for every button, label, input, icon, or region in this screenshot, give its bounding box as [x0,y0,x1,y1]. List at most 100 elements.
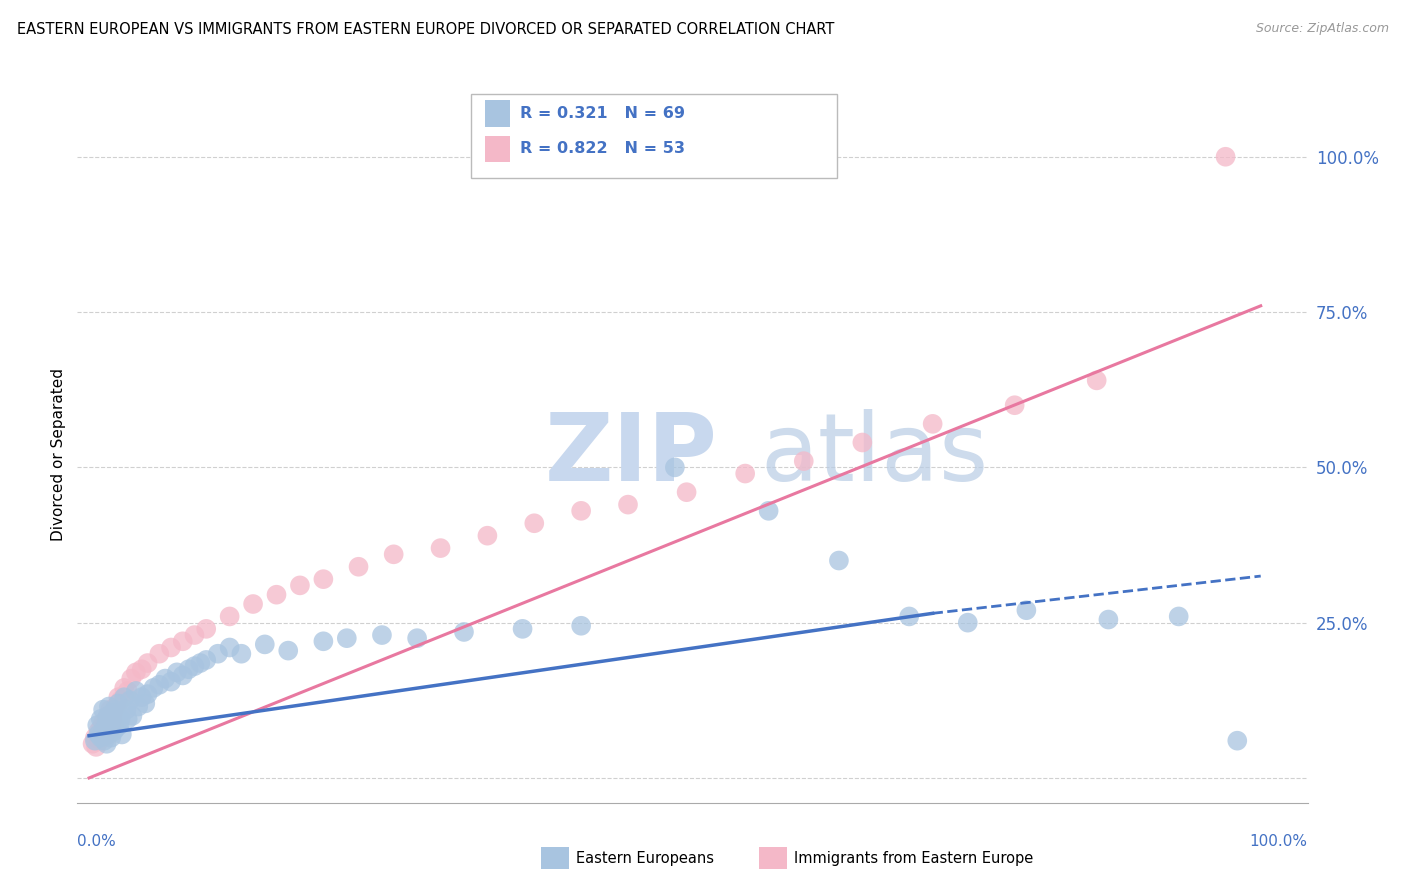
Point [86,718,108,732]
Point [110,712,132,726]
Point [177,662,200,676]
Point [97,708,120,723]
Point [134,697,156,711]
Point [131,662,153,676]
Point [569,504,592,518]
Point [115,703,138,717]
Point [218,609,240,624]
Text: ZIP: ZIP [546,409,717,501]
Point [136,656,159,670]
Point [382,547,405,561]
Point [828,553,851,567]
Point [108,718,131,732]
Point [347,559,370,574]
Point [160,674,183,689]
Point [277,643,299,657]
Point [1015,603,1038,617]
Point [242,597,264,611]
Point [125,684,148,698]
Point [142,681,165,695]
Point [96,737,118,751]
Point [98,721,121,735]
Point [105,708,128,723]
Point [97,708,120,723]
Text: Eastern Europeans: Eastern Europeans [576,851,714,865]
Point [84,731,107,745]
Point [104,718,127,732]
Point [166,665,188,680]
Point [98,699,120,714]
Point [94,718,117,732]
Point [103,724,125,739]
Point [1097,613,1119,627]
Point [312,634,335,648]
Point [98,703,121,717]
Point [218,640,240,655]
Text: EASTERN EUROPEAN VS IMMIGRANTS FROM EASTERN EUROPE DIVORCED OR SEPARATED CORRELA: EASTERN EUROPEAN VS IMMIGRANTS FROM EAST… [17,22,834,37]
Point [120,693,141,707]
Point [371,628,394,642]
Point [104,703,127,717]
Point [101,712,124,726]
Point [84,733,107,747]
Point [100,721,122,735]
Point [207,647,229,661]
Point [793,454,815,468]
Point [253,637,276,651]
Point [898,609,921,624]
Point [90,731,112,745]
Point [512,622,534,636]
Point [93,733,115,747]
Point [121,708,143,723]
Point [101,718,124,732]
Point [91,724,114,739]
Point [336,631,359,645]
Point [188,656,212,670]
Point [89,733,111,747]
Point [91,703,114,717]
Point [675,485,697,500]
Point [91,714,114,729]
Point [523,516,546,531]
Point [183,659,205,673]
Point [97,727,120,741]
Y-axis label: Divorced or Separated: Divorced or Separated [51,368,66,541]
Point [120,672,142,686]
Text: 0.0%: 0.0% [77,834,117,848]
Point [104,714,127,729]
Point [183,628,205,642]
Point [105,699,127,714]
Point [90,727,114,741]
Point [155,672,177,686]
Point [117,712,139,726]
Point [1215,150,1237,164]
Point [148,647,170,661]
Text: R = 0.321   N = 69: R = 0.321 N = 69 [520,106,685,120]
Point [195,653,218,667]
Point [98,712,121,726]
Text: R = 0.822   N = 53: R = 0.822 N = 53 [520,142,685,156]
Point [160,640,183,655]
Point [453,624,475,639]
Point [172,634,194,648]
Point [956,615,979,630]
Point [136,687,159,701]
Point [172,668,194,682]
Point [195,622,218,636]
Point [477,529,499,543]
Point [131,690,153,705]
Point [429,541,451,555]
Point [111,727,134,741]
Text: atlas: atlas [761,409,988,501]
Text: 100.0%: 100.0% [1250,834,1308,848]
Point [87,727,110,741]
Point [148,678,170,692]
Text: Immigrants from Eastern Europe: Immigrants from Eastern Europe [794,851,1033,865]
Point [851,435,873,450]
Point [107,690,129,705]
Point [569,619,592,633]
Point [84,739,107,754]
Point [1004,398,1026,412]
Point [406,631,429,645]
Point [288,578,311,592]
